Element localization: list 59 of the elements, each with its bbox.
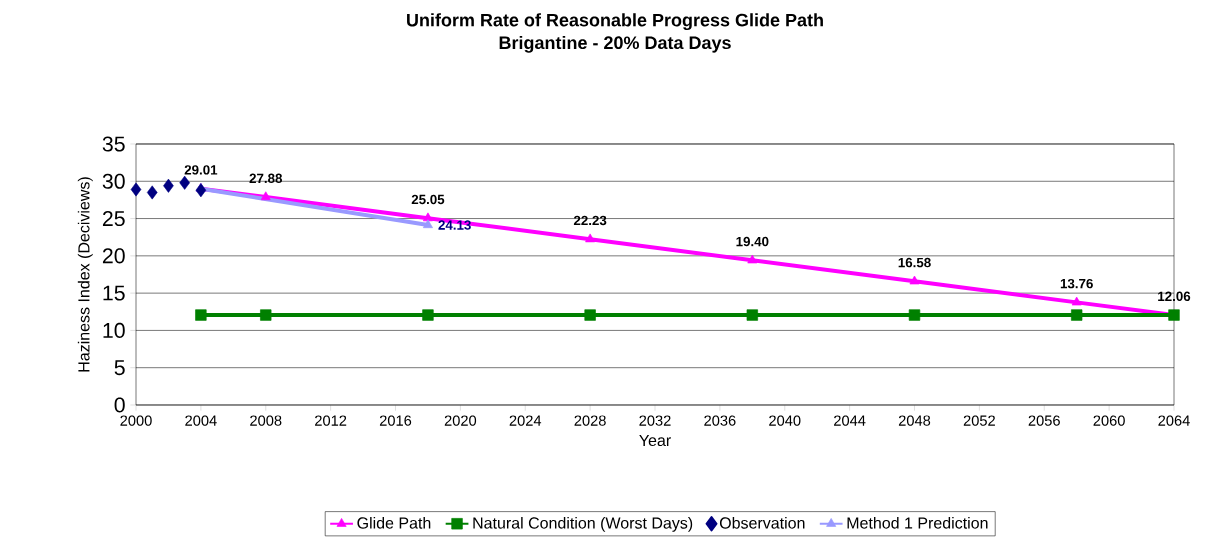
- data-label: 29.01: [184, 165, 218, 175]
- point: [584, 309, 596, 321]
- legend-label: Natural Condition (Worst Days): [473, 516, 693, 532]
- point: [146, 185, 158, 200]
- x-tick-label: 2008: [250, 415, 282, 426]
- x-tick-label: 2048: [898, 415, 931, 426]
- x-tick-label: 2036: [704, 415, 736, 426]
- chart-subtitle: Brigantine - 20% Data Days: [499, 35, 731, 53]
- x-tick-label: 2028: [574, 415, 606, 426]
- y-tick-label: 0: [114, 397, 125, 413]
- point: [909, 275, 920, 285]
- point: [260, 191, 271, 201]
- point: [747, 254, 758, 264]
- x-tick-label: 2032: [639, 415, 671, 426]
- point: [585, 233, 596, 243]
- x-tick-label: 2060: [1093, 415, 1125, 426]
- data-label: 16.58: [898, 257, 931, 268]
- x-tick-label: 2044: [834, 415, 866, 426]
- point: [1071, 296, 1082, 306]
- x-tick-label: 2052: [963, 415, 995, 426]
- data-label: 24.13: [438, 220, 471, 230]
- legend-label: Method 1 Prediction: [847, 516, 988, 529]
- point: [422, 309, 434, 321]
- x-tick-label: 2064: [1158, 415, 1190, 426]
- chart-title: Uniform Rate of Reasonable Progress Glide Path: [407, 13, 823, 31]
- point: [195, 183, 207, 198]
- point: [195, 309, 207, 321]
- y-tick-label: 10: [103, 322, 125, 338]
- data-label: 22.23: [573, 215, 607, 226]
- x-tick-label: 2040: [769, 415, 801, 426]
- x-tick-label: 2016: [379, 415, 412, 426]
- y-tick-label: 15: [103, 285, 125, 301]
- y-tick-label: 25: [102, 211, 125, 227]
- x-tick-label: 2024: [509, 415, 542, 426]
- data-label: 13.76: [1060, 278, 1093, 289]
- data-label: 12.06: [1158, 291, 1191, 302]
- y-tick-label: 30: [102, 173, 125, 189]
- x-tick-label: 2012: [315, 415, 347, 426]
- point: [130, 182, 142, 197]
- y-tick-label: 5: [114, 360, 125, 376]
- point: [746, 309, 758, 321]
- x-tick-label: 2020: [444, 415, 477, 426]
- data-label: 27.88: [249, 173, 283, 184]
- data-label: 19.40: [736, 236, 769, 247]
- x-tick-label: 2056: [1028, 415, 1060, 426]
- y-axis-title: Haziness Index (Deciviews): [77, 177, 93, 372]
- data-label: 25.05: [411, 194, 445, 205]
- legend-label: Glide Path: [357, 516, 431, 529]
- x-tick-label: 2004: [185, 415, 217, 426]
- legend-label: Observation: [719, 516, 805, 529]
- x-axis-title: Year: [639, 434, 671, 447]
- point: [260, 309, 272, 321]
- y-tick-label: 35: [102, 136, 125, 152]
- point: [1071, 309, 1083, 321]
- x-tick-label: 2000: [120, 415, 152, 426]
- y-tick-label: 20: [102, 248, 125, 264]
- point: [163, 178, 174, 193]
- point: [908, 309, 921, 321]
- point: [179, 175, 190, 190]
